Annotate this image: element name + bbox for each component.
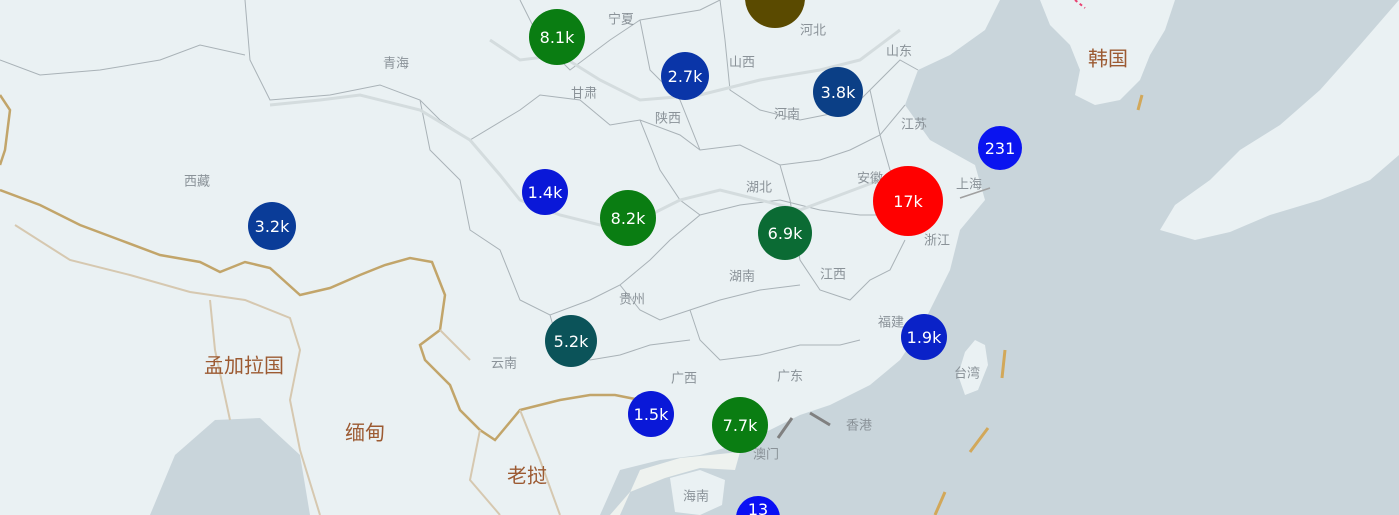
province-label-hubei: 湖北 [745, 180, 773, 196]
data-bubble[interactable]: 1.4k [522, 169, 568, 215]
data-bubble[interactable]: 13 [736, 496, 780, 515]
dash-line [933, 94, 1144, 515]
international-border [0, 94, 641, 442]
data-bubble[interactable]: 1.9k [901, 314, 947, 360]
province-label-shandong: 山东 [885, 44, 913, 60]
data-bubble[interactable]: 3.8k [813, 67, 863, 117]
province-label-henan: 河南 [773, 107, 801, 123]
shanghai-leader-line [959, 187, 991, 199]
data-bubble[interactable]: 7.7k [712, 397, 768, 453]
province-label-zhejiang: 浙江 [923, 233, 951, 249]
data-bubble[interactable]: 8.2k [600, 190, 656, 246]
land-taiwan [958, 340, 988, 395]
province-label-shanghai: 上海 [955, 177, 983, 193]
province-label-taiwan: 台湾 [953, 366, 981, 382]
province-label-jiangxi: 江西 [819, 267, 847, 283]
data-bubble[interactable]: 231 [978, 126, 1022, 170]
land-korea [1040, 0, 1175, 105]
country-label-korea: 韩国 [1088, 46, 1128, 71]
province-label-guangxi: 广西 [670, 371, 698, 387]
land-china [0, 0, 1000, 515]
province-label-shanxi: 山西 [728, 55, 756, 71]
province-label-hongkong: 香港 [845, 418, 873, 434]
province-label-hebei: 河北 [799, 23, 827, 39]
data-bubble[interactable]: 6.9k [758, 206, 812, 260]
country-label-bangladesh: 孟加拉国 [204, 353, 284, 378]
province-label-shaanxi: 陕西 [654, 111, 682, 127]
province-label-ningxia: 宁夏 [607, 12, 635, 28]
land-hainan [670, 470, 725, 515]
province-label-guangdong: 广东 [776, 369, 804, 385]
province-label-jiangsu: 江苏 [900, 117, 928, 133]
province-label-fujian: 福建 [877, 315, 905, 331]
neighbor-borders [14, 224, 561, 515]
hk-leader-line [776, 411, 831, 439]
province-label-macau: 澳门 [752, 447, 780, 463]
data-bubble[interactable]: 1.5k [628, 391, 674, 437]
land-bay-bengal [150, 418, 310, 515]
data-bubble[interactable]: 8.1k [529, 9, 585, 65]
korea-dash [1074, 0, 1086, 9]
province-label-hunan: 湖南 [728, 269, 756, 285]
province-label-yunnan: 云南 [490, 356, 518, 372]
province-label-anhui: 安徽 [856, 171, 884, 187]
data-bubble[interactable]: 3.2k [248, 202, 296, 250]
land-japan [1160, 0, 1399, 240]
data-bubble[interactable]: 5.2k [545, 315, 597, 367]
province-label-guizhou: 贵州 [618, 292, 646, 308]
data-bubble[interactable]: 2.7k [661, 52, 709, 100]
province-label-gansu: 甘肃 [570, 86, 598, 102]
province-label-qinghai: 青海 [382, 56, 410, 72]
data-bubble[interactable]: 17k [873, 166, 943, 236]
province-label-hainan: 海南 [682, 489, 710, 505]
country-label-laos: 老挝 [507, 463, 547, 488]
country-label-myanmar: 缅甸 [345, 420, 385, 445]
province-label-xizang: 西藏 [183, 174, 211, 190]
